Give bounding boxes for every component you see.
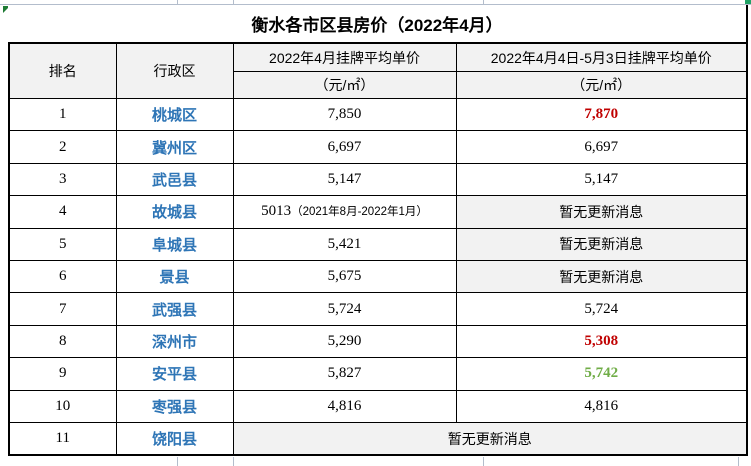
district-cell[interactable]: 桃城区 xyxy=(115,97,234,132)
table-row: 10 枣强县 4,816 4,816 xyxy=(8,389,748,423)
april-price-cell[interactable]: 4,816 xyxy=(232,389,457,423)
rolling-price-cell[interactable]: 暂无更新消息 xyxy=(455,259,748,294)
header-april-unit[interactable]: （元/㎡） xyxy=(232,71,457,99)
price-period-note: （2021年8月-2022年1月） xyxy=(291,206,428,219)
april-price-cell[interactable]: 5,675 xyxy=(232,259,457,294)
table-row: 7 武强县 5,724 5,724 xyxy=(8,292,748,326)
rolling-price-cell[interactable]: 5,724 xyxy=(455,292,748,326)
table-row: 11 饶阳县 暂无更新消息 xyxy=(8,421,748,456)
title-cell[interactable]: 衡水各市区县房价（2022年4月） xyxy=(8,5,748,42)
april-price-cell[interactable]: 5,147 xyxy=(232,162,457,197)
rank-cell[interactable]: 2 xyxy=(8,130,117,164)
table-row: 3 武邑县 5,147 5,147 xyxy=(8,162,748,197)
district-cell[interactable]: 安平县 xyxy=(115,357,234,391)
table-header: 排名 行政区 2022年4月挂牌平均单价 2022年4月4日-5月3日挂牌平均单… xyxy=(8,42,748,99)
april-price-cell[interactable]: 5,421 xyxy=(232,227,457,261)
header-rolling-unit[interactable]: （元/㎡） xyxy=(455,71,748,99)
table-row: 1 桃城区 7,850 7,870 xyxy=(8,97,748,132)
rank-cell[interactable]: 7 xyxy=(8,292,117,326)
table-row: 9 安平县 5,827 5,742 xyxy=(8,357,748,391)
price-table: 排名 行政区 2022年4月挂牌平均单价 2022年4月4日-5月3日挂牌平均单… xyxy=(8,42,748,457)
table-row: 5 阜城县 5,421 暂无更新消息 xyxy=(8,227,748,261)
district-cell[interactable]: 饶阳县 xyxy=(115,421,234,456)
gridline xyxy=(177,0,178,4)
april-price-cell[interactable]: 5,724 xyxy=(232,292,457,326)
district-cell[interactable]: 阜城县 xyxy=(115,227,234,261)
gridline xyxy=(738,457,739,466)
rolling-price-cell[interactable]: 5,742 xyxy=(455,357,748,391)
merged-status-cell[interactable]: 暂无更新消息 xyxy=(232,421,748,456)
excel-grid-top-strip xyxy=(0,0,751,5)
header-rolling-price[interactable]: 2022年4月4日-5月3日挂牌平均单价 xyxy=(455,42,748,72)
rolling-price-cell[interactable]: 4,816 xyxy=(455,389,748,423)
rank-cell[interactable]: 11 xyxy=(8,421,117,456)
table-row: 2 冀州区 6,697 6,697 xyxy=(8,130,748,164)
gridline xyxy=(483,457,484,466)
rank-cell[interactable]: 5 xyxy=(8,227,117,261)
rank-cell[interactable]: 10 xyxy=(8,389,117,423)
table-row: 4 故城县 5013（2021年8月-2022年1月） 暂无更新消息 xyxy=(8,195,748,229)
april-price-cell[interactable]: 5,827 xyxy=(232,357,457,391)
table-body: 1 桃城区 7,850 7,870 2 冀州区 6,697 6,697 3 武邑县 5,147 5,1… xyxy=(8,97,748,456)
header-district[interactable]: 行政区 xyxy=(115,42,234,99)
april-price-cell[interactable]: 5,290 xyxy=(232,324,457,359)
rolling-price-cell[interactable]: 6,697 xyxy=(455,130,748,164)
table-row: 8 深州市 5,290 5,308 xyxy=(8,324,748,359)
gridline xyxy=(483,0,484,4)
rank-cell[interactable]: 3 xyxy=(8,162,117,197)
excel-grid-bottom-strip xyxy=(0,457,751,466)
district-cell[interactable]: 深州市 xyxy=(115,324,234,359)
header-rank[interactable]: 排名 xyxy=(8,42,117,99)
april-price-cell[interactable]: 7,850 xyxy=(232,97,457,132)
district-cell[interactable]: 武邑县 xyxy=(115,162,234,197)
cell-fill-mark xyxy=(745,0,751,4)
gridline xyxy=(177,457,178,466)
district-cell[interactable]: 故城县 xyxy=(115,195,234,229)
district-cell[interactable]: 枣强县 xyxy=(115,389,234,423)
april-price-cell[interactable]: 5013（2021年8月-2022年1月） xyxy=(232,195,457,229)
district-cell[interactable]: 武强县 xyxy=(115,292,234,326)
gridline xyxy=(233,457,234,466)
rolling-price-cell[interactable]: 5,147 xyxy=(455,162,748,197)
district-cell[interactable]: 景县 xyxy=(115,259,234,294)
gridline xyxy=(233,0,234,4)
header-april-price[interactable]: 2022年4月挂牌平均单价 xyxy=(232,42,457,72)
district-cell[interactable]: 冀州区 xyxy=(115,130,234,164)
rank-cell[interactable]: 4 xyxy=(8,195,117,229)
rolling-price-cell[interactable]: 7,870 xyxy=(455,97,748,132)
april-price-cell[interactable]: 6,697 xyxy=(232,130,457,164)
rolling-price-cell[interactable]: 暂无更新消息 xyxy=(455,195,748,229)
rolling-price-cell[interactable]: 5,308 xyxy=(455,324,748,359)
rank-cell[interactable]: 9 xyxy=(8,357,117,391)
page-title: 衡水各市区县房价（2022年4月） xyxy=(251,16,503,35)
rank-cell[interactable]: 6 xyxy=(8,259,117,294)
rank-cell[interactable]: 8 xyxy=(8,324,117,359)
error-indicator-icon xyxy=(3,6,10,13)
table-row: 6 景县 5,675 暂无更新消息 xyxy=(8,259,748,294)
rank-cell[interactable]: 1 xyxy=(8,97,117,132)
rolling-price-cell[interactable]: 暂无更新消息 xyxy=(455,227,748,261)
